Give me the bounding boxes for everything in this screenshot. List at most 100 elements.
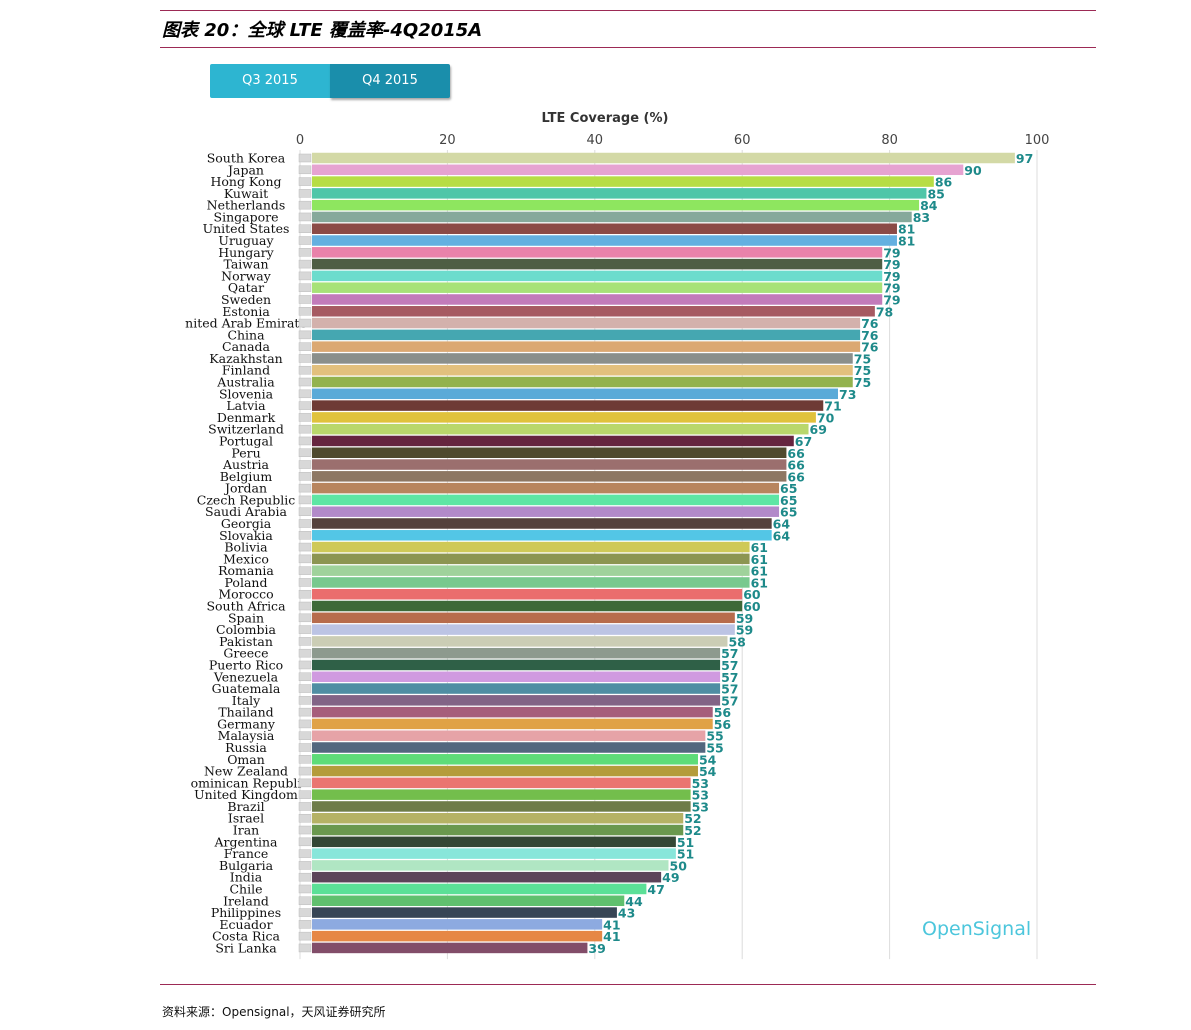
title-rule bbox=[160, 47, 1096, 48]
country-label-netherlands: Netherlands bbox=[207, 198, 286, 213]
value-label-italy: 57 bbox=[721, 693, 738, 708]
value-label-austria: 66 bbox=[787, 458, 805, 473]
value-label-bolivia: 61 bbox=[751, 540, 768, 555]
value-label-nited-arab-emirate: 76 bbox=[861, 316, 879, 331]
bar-netherlands bbox=[312, 199, 920, 211]
flag-icon-taiwan bbox=[298, 259, 312, 269]
flag-icon-portugal bbox=[298, 436, 312, 446]
flag-icon-denmark bbox=[298, 413, 312, 422]
value-label-mexico: 61 bbox=[751, 552, 768, 567]
country-label-georgia: Georgia bbox=[221, 516, 272, 531]
bar-chile bbox=[312, 883, 647, 895]
country-label-slovakia: Slovakia bbox=[219, 528, 273, 543]
bar-colombia bbox=[312, 624, 735, 635]
country-label-qatar: Qatar bbox=[228, 280, 264, 295]
country-label-oman: Oman bbox=[227, 752, 265, 767]
bar-malaysia bbox=[312, 730, 706, 741]
value-label-hong-kong: 86 bbox=[935, 175, 953, 190]
bar-morocco bbox=[312, 588, 743, 600]
flag-icon-nited-arab-emirate bbox=[298, 318, 312, 328]
value-label-slovakia: 64 bbox=[773, 528, 791, 543]
flag-icon-south-africa bbox=[298, 601, 312, 611]
country-label-south-africa: South Africa bbox=[206, 599, 286, 614]
country-label-italy: Italy bbox=[232, 693, 261, 708]
country-label-singapore: Singapore bbox=[214, 209, 279, 224]
flag-icon-israel bbox=[298, 813, 312, 823]
value-label-canada: 76 bbox=[861, 340, 879, 355]
value-label-south-africa: 60 bbox=[743, 599, 761, 614]
bar-qatar bbox=[312, 282, 883, 293]
value-label-australia: 75 bbox=[854, 375, 871, 390]
value-label-denmark: 70 bbox=[817, 410, 835, 425]
country-label-pakistan: Pakistan bbox=[219, 634, 273, 649]
value-label-finland: 75 bbox=[854, 363, 871, 378]
value-label-brazil: 53 bbox=[692, 799, 709, 814]
flag-icon-qatar bbox=[298, 283, 312, 292]
country-label-slovenia: Slovenia bbox=[219, 386, 274, 401]
bar-norway bbox=[312, 270, 883, 282]
flag-icon-estonia bbox=[298, 307, 312, 316]
country-label-austria: Austria bbox=[222, 457, 269, 472]
country-label-bolivia: Bolivia bbox=[224, 540, 268, 555]
tab-q3-2015[interactable]: Q3 2015 bbox=[210, 64, 330, 98]
bar-brazil bbox=[312, 801, 691, 812]
flag-icon-belgium bbox=[298, 472, 312, 481]
country-label-estonia: Estonia bbox=[222, 304, 270, 319]
country-label-switzerland: Switzerland bbox=[208, 422, 284, 437]
tab-q4-2015[interactable]: Q4 2015 bbox=[330, 64, 450, 98]
country-label-peru: Peru bbox=[231, 445, 260, 460]
value-label-romania: 61 bbox=[751, 564, 768, 579]
flag-icon-new-zealand bbox=[298, 766, 312, 776]
opensignal-logo: OpenSignal bbox=[922, 918, 1032, 940]
bar-kazakhstan bbox=[312, 353, 853, 364]
value-label-singapore: 83 bbox=[913, 210, 930, 225]
flag-icon-czech-republic bbox=[298, 495, 312, 505]
country-label-bulgaria: Bulgaria bbox=[219, 858, 274, 873]
country-label-philippines: Philippines bbox=[211, 905, 281, 920]
flag-icon-slovenia bbox=[298, 389, 312, 399]
value-label-ominican-republi: 53 bbox=[692, 776, 709, 791]
country-label-denmark: Denmark bbox=[217, 410, 276, 425]
value-label-philippines: 43 bbox=[618, 906, 635, 921]
value-label-georgia: 64 bbox=[773, 516, 791, 531]
flag-icon-south-korea bbox=[298, 153, 312, 163]
x-tick-label-20: 20 bbox=[439, 133, 456, 148]
flag-icon-russia bbox=[298, 743, 312, 752]
flag-icon-costa-rica bbox=[298, 931, 312, 941]
flag-icon-venezuela bbox=[298, 672, 312, 682]
flag-icon-united-kingdom bbox=[298, 790, 312, 799]
value-label-south-korea: 97 bbox=[1016, 151, 1033, 166]
value-label-sweden: 79 bbox=[883, 292, 900, 307]
bar-estonia bbox=[312, 306, 875, 317]
flag-icon-iran bbox=[298, 825, 312, 835]
bar-pakistan bbox=[312, 636, 728, 647]
x-tick-label-40: 40 bbox=[587, 133, 604, 148]
value-label-oman: 54 bbox=[699, 752, 717, 767]
country-label-hong-kong: Hong Kong bbox=[210, 174, 281, 189]
flag-icon-malaysia bbox=[298, 731, 312, 740]
value-label-israel: 52 bbox=[684, 811, 701, 826]
flag-icon-norway bbox=[298, 271, 312, 281]
country-label-malaysia: Malaysia bbox=[218, 728, 275, 743]
flag-icon-ireland bbox=[298, 896, 312, 906]
bar-portugal bbox=[312, 435, 794, 447]
bottom-rule bbox=[160, 984, 1096, 985]
country-label-puerto-rico: Puerto Rico bbox=[209, 657, 283, 672]
flag-icon-hungary bbox=[298, 248, 312, 257]
bar-jordan bbox=[312, 482, 780, 494]
bar-united-kingdom bbox=[312, 789, 691, 800]
chart-title: LTE Coverage (%) bbox=[542, 111, 669, 126]
value-label-poland: 61 bbox=[751, 575, 768, 590]
flag-icon-australia bbox=[298, 377, 312, 387]
bar-sweden bbox=[312, 294, 883, 305]
bar-slovenia bbox=[312, 388, 839, 400]
value-label-estonia: 78 bbox=[876, 304, 893, 319]
country-label-nited-arab-emirate: nited Arab Emirate bbox=[185, 316, 307, 331]
bar-bolivia bbox=[312, 541, 750, 553]
value-label-portugal: 67 bbox=[795, 434, 812, 449]
flag-icon-japan bbox=[298, 165, 312, 175]
bar-australia bbox=[312, 376, 853, 388]
bar-puerto-rico bbox=[312, 659, 721, 671]
country-label-uruguay: Uruguay bbox=[218, 233, 274, 248]
